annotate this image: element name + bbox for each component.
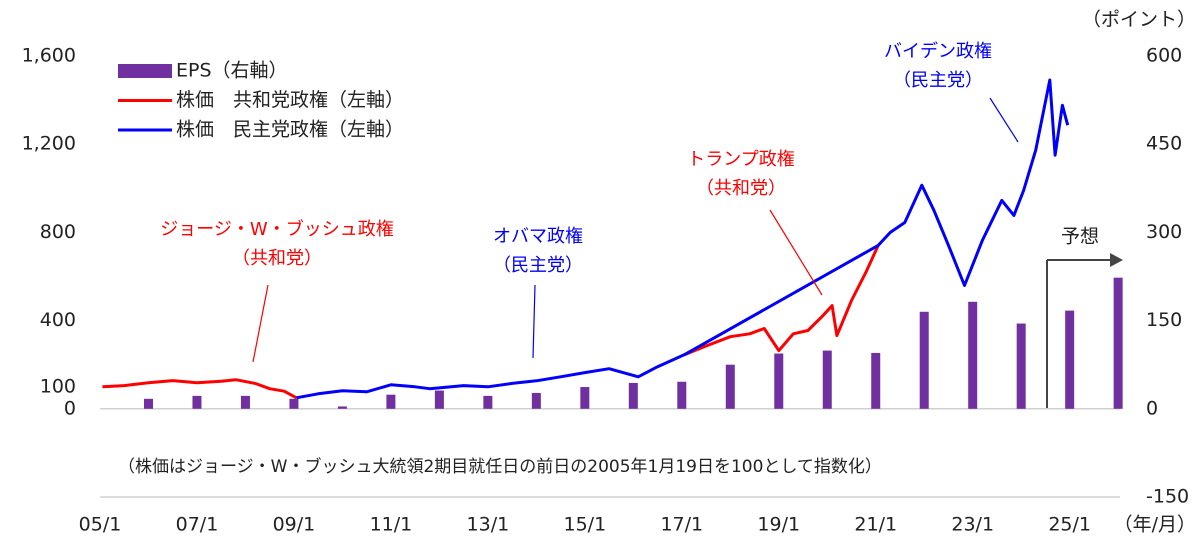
bar (386, 394, 396, 409)
bar (434, 390, 444, 409)
bar (1113, 277, 1123, 409)
y2-tick-label: 600 (1146, 45, 1182, 67)
bar (774, 353, 784, 409)
annotation: （共和党） (696, 178, 786, 199)
bar (968, 301, 978, 409)
y2-tick-label: 300 (1146, 221, 1182, 243)
bar (143, 398, 153, 409)
x-unit: （年/月） (1114, 514, 1196, 536)
legend-swatch (118, 64, 172, 78)
y2-tick-label: 0 (1146, 397, 1158, 419)
bar (337, 406, 347, 409)
forecast-label: 予想 (1061, 226, 1099, 248)
bar (483, 395, 493, 409)
note: （株価はジョージ・W・ブッシュ大統領2期目就任日の前日の2005年1月19日を1… (118, 456, 882, 477)
annotation: （共和党） (232, 248, 322, 269)
annotation: トランプ政権 (687, 149, 794, 170)
leader-line (989, 97, 1019, 143)
bar (822, 350, 832, 409)
bar (919, 311, 929, 409)
bar (580, 387, 590, 409)
bar (677, 381, 687, 409)
x-tick-label: 23/1 (951, 514, 994, 536)
x-tick-label: 15/1 (563, 514, 606, 536)
y-tick-label: 100 (40, 375, 76, 397)
legend-label: EPS（右軸） (176, 60, 288, 82)
x-tick-label: 17/1 (660, 514, 703, 536)
annotation: （民主党） (493, 255, 583, 276)
price-line (102, 244, 880, 400)
legend-label: 株価 共和党政権（左軸） (176, 89, 404, 111)
legend-label: 株価 民主党政権（左軸） (176, 119, 404, 141)
y2-tick-label: -150 (1146, 486, 1189, 508)
bar (725, 364, 735, 409)
annotation: バイデン政権 (884, 41, 992, 62)
x-tick-label: 21/1 (854, 514, 897, 536)
annotation: （民主党） (893, 70, 983, 91)
x-tick-label: 05/1 (79, 514, 122, 536)
forecast-arrow (1046, 253, 1123, 408)
y2-unit: （ポイント） (1082, 9, 1196, 31)
x-tick-label: 09/1 (273, 514, 316, 536)
bar (628, 382, 638, 409)
bar (1016, 323, 1026, 409)
y-tick-label: 800 (40, 221, 76, 243)
y2-tick-label: 450 (1146, 133, 1182, 155)
bar (289, 398, 299, 409)
x-tick-label: 19/1 (757, 514, 800, 536)
bar (192, 395, 202, 409)
y-tick-label: 1,200 (22, 133, 76, 155)
bar (240, 395, 250, 409)
y-tick-label: 1,600 (22, 45, 76, 67)
annotation: ジョージ・W・ブッシュ政権 (160, 218, 393, 240)
x-tick-label: 11/1 (370, 514, 413, 536)
y2-tick-label: 150 (1146, 309, 1182, 331)
y-tick-label: 0 (64, 397, 76, 419)
bar (531, 392, 541, 409)
y-tick-label: 400 (40, 309, 76, 331)
arrow-head (1110, 253, 1123, 267)
x-tick-label: 25/1 (1048, 514, 1091, 536)
bar (1065, 310, 1075, 409)
annotation: オバマ政権 (493, 226, 583, 247)
x-tick-label: 07/1 (176, 514, 219, 536)
leader-line (252, 284, 269, 363)
bar (871, 352, 881, 409)
leader-line (769, 209, 823, 296)
x-tick-label: 13/1 (467, 514, 510, 536)
price-line (296, 78, 1070, 400)
leader-line (532, 284, 536, 359)
